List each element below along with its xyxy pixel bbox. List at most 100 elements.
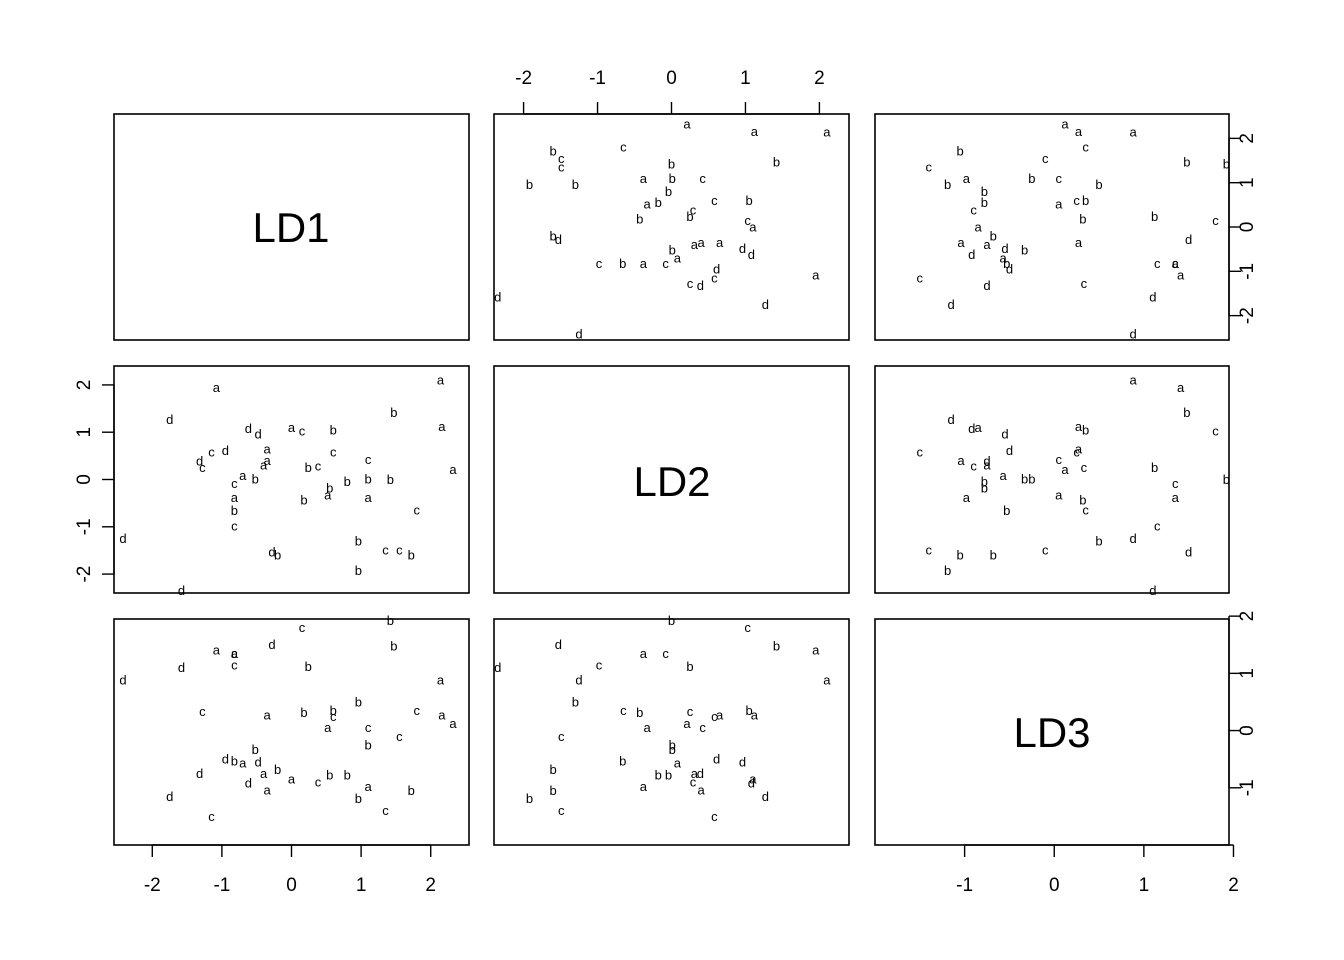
- point-c-ld2-vs-ld1: c: [299, 423, 306, 438]
- point-c-ld3-vs-ld2: c: [744, 620, 751, 635]
- tick-label-right-ld1: 0: [1237, 222, 1258, 233]
- point-d-ld2-vs-ld1: d: [254, 427, 261, 442]
- point-b-ld2-vs-ld1: b: [355, 533, 362, 548]
- point-b-ld1-vs-ld2: b: [572, 177, 579, 192]
- tick-label-bottom-ld1: 1: [356, 875, 367, 896]
- point-d-ld1-vs-ld2: d: [494, 290, 501, 305]
- point-c-ld3-vs-ld1: c: [199, 704, 206, 719]
- point-a-ld3-vs-ld1: a: [438, 708, 446, 723]
- tick-label-right-ld1: 2: [1237, 133, 1258, 144]
- point-a-ld3-vs-ld1: a: [264, 783, 272, 798]
- tick-label-left-ld2: 1: [74, 427, 95, 438]
- point-d-ld1-vs-ld3: d: [983, 278, 990, 293]
- point-d-ld1-vs-ld3: d: [1149, 290, 1156, 305]
- tick-label-right-ld3: -1: [1237, 779, 1258, 796]
- tick-label-bottom-ld3: 1: [1139, 875, 1150, 896]
- point-b-ld2-vs-ld3: b: [1151, 460, 1158, 475]
- tick-label-top-ld2: 1: [740, 68, 751, 89]
- point-d-ld2-vs-ld1: d: [119, 531, 126, 546]
- point-b-ld2-vs-ld1: b: [390, 405, 397, 420]
- point-b-ld1-vs-ld3: b: [981, 184, 988, 199]
- tick-label-top-ld2: 0: [666, 68, 677, 89]
- point-b-ld1-vs-ld2: b: [619, 256, 626, 271]
- point-c-ld3-vs-ld1: c: [365, 720, 372, 735]
- tick-label-right-ld3: 1: [1237, 668, 1258, 679]
- point-b-ld1-vs-ld2: b: [526, 177, 533, 192]
- point-c-ld3-vs-ld2: c: [690, 775, 697, 790]
- point-b-ld3-vs-ld2: b: [655, 768, 662, 783]
- point-a-ld1-vs-ld2: a: [812, 267, 820, 282]
- point-b-ld1-vs-ld3: b: [981, 195, 988, 210]
- point-b-ld2-vs-ld3: b: [1021, 472, 1028, 487]
- point-c-ld2-vs-ld1: c: [330, 445, 337, 460]
- point-b-ld3-vs-ld1: b: [300, 705, 307, 720]
- point-a-ld1-vs-ld2: a: [749, 220, 757, 235]
- point-c-ld1-vs-ld2: c: [620, 140, 627, 155]
- tick-label-right-ld1: 1: [1237, 177, 1258, 188]
- point-b-ld1-vs-ld2: b: [655, 195, 662, 210]
- point-d-ld1-vs-ld3: d: [1129, 327, 1136, 342]
- point-a-ld3-vs-ld1: a: [324, 720, 332, 735]
- point-c-ld3-vs-ld1: c: [315, 775, 322, 790]
- tick-label-top-ld2: -1: [589, 68, 606, 89]
- point-b-ld1-vs-ld2: b: [636, 212, 643, 227]
- point-a-ld3-vs-ld2: a: [751, 708, 759, 723]
- point-b-ld2-vs-ld1: b: [252, 472, 259, 487]
- point-c-ld2-vs-ld3: c: [917, 445, 924, 460]
- panel-frame-ld1-ld2: [493, 113, 850, 341]
- point-b-ld3-vs-ld1: b: [305, 659, 312, 674]
- point-a-ld1-vs-ld2: a: [683, 117, 691, 132]
- point-a-ld2-vs-ld3: a: [1129, 373, 1137, 388]
- point-c-ld1-vs-ld3: c: [1081, 276, 1088, 291]
- point-d-ld3-vs-ld2: d: [697, 766, 704, 781]
- point-a-ld2-vs-ld3: a: [1055, 488, 1063, 503]
- point-c-ld3-vs-ld2: c: [558, 803, 565, 818]
- point-b-ld3-vs-ld2: b: [668, 613, 675, 628]
- point-d-ld3-vs-ld1: d: [119, 673, 126, 688]
- point-d-ld3-vs-ld2: d: [555, 637, 562, 652]
- point-b-ld1-vs-ld3: b: [1151, 209, 1158, 224]
- point-b-ld2-vs-ld1: b: [274, 548, 281, 563]
- tick-label-bottom-ld3: 2: [1228, 875, 1239, 896]
- point-c-ld3-vs-ld1: c: [299, 620, 306, 635]
- point-c-ld2-vs-ld1: c: [231, 476, 238, 491]
- point-b-ld2-vs-ld3: b: [1079, 492, 1086, 507]
- point-a-ld3-vs-ld2: a: [643, 720, 651, 735]
- point-a-ld1-vs-ld3: a: [963, 171, 971, 186]
- point-d-ld3-vs-ld2: d: [739, 755, 746, 770]
- point-b-ld2-vs-ld3: b: [990, 548, 997, 563]
- point-b-ld3-vs-ld1: b: [274, 762, 281, 777]
- point-a-ld2-vs-ld3: a: [1075, 419, 1083, 434]
- point-c-ld3-vs-ld2: c: [711, 809, 718, 824]
- point-a-ld3-vs-ld2: a: [823, 673, 831, 688]
- point-a-ld2-vs-ld1: a: [239, 468, 247, 483]
- point-c-ld2-vs-ld1: c: [396, 542, 403, 557]
- diag-label-ld2: LD2: [633, 458, 710, 505]
- point-a-ld2-vs-ld3: a: [957, 453, 965, 468]
- panel-frame-ld1-ld1: [113, 113, 470, 341]
- point-c-ld2-vs-ld3: c: [1081, 460, 1088, 475]
- point-b-ld2-vs-ld3: b: [944, 563, 951, 578]
- point-d-ld3-vs-ld1: d: [178, 660, 185, 675]
- point-b-ld2-vs-ld1: b: [364, 472, 371, 487]
- point-a-ld2-vs-ld3: a: [974, 420, 982, 435]
- point-d-ld2-vs-ld3: d: [1129, 531, 1136, 546]
- tick-label-top-ld2: 2: [814, 68, 825, 89]
- point-c-ld2-vs-ld1: c: [365, 452, 372, 467]
- point-c-ld3-vs-ld1: c: [382, 803, 389, 818]
- point-a-ld2-vs-ld1: a: [260, 457, 268, 472]
- point-c-ld1-vs-ld3: c: [917, 270, 924, 285]
- point-b-ld1-vs-ld2: b: [773, 154, 780, 169]
- point-b-ld3-vs-ld1: b: [387, 613, 394, 628]
- diag-label-ld1: LD1: [252, 204, 329, 251]
- point-d-ld3-vs-ld2: d: [748, 776, 755, 791]
- point-d-ld2-vs-ld3: d: [948, 412, 955, 427]
- point-c-ld3-vs-ld1: c: [231, 657, 238, 672]
- point-b-ld3-vs-ld1: b: [231, 753, 238, 768]
- tick-label-left-ld2: -2: [74, 566, 95, 583]
- point-c-ld3-vs-ld1: c: [396, 729, 403, 744]
- point-a-ld1-vs-ld2: a: [640, 256, 648, 271]
- point-b-ld1-vs-ld3: b: [1079, 212, 1086, 227]
